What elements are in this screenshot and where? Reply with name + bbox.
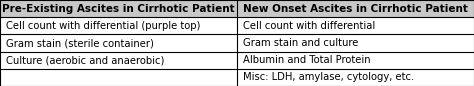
Text: New Onset Ascites in Cirrhotic Patient: New Onset Ascites in Cirrhotic Patient: [243, 4, 468, 14]
Bar: [0, 52, 237, 69]
Bar: [237, 69, 474, 86]
Bar: [0, 34, 237, 52]
Text: Cell count with differential (purple top): Cell count with differential (purple top…: [6, 21, 200, 31]
Text: Culture (aerobic and anaerobic): Culture (aerobic and anaerobic): [6, 55, 164, 65]
Text: Pre-Existing Ascites in Cirrhotic Patient: Pre-Existing Ascites in Cirrhotic Patien…: [2, 4, 235, 14]
Text: Misc: LDH, amylase, cytology, etc.: Misc: LDH, amylase, cytology, etc.: [243, 72, 414, 82]
Text: Cell count with differential: Cell count with differential: [243, 21, 375, 31]
Text: Gram stain and culture: Gram stain and culture: [243, 38, 358, 48]
Bar: [0, 69, 237, 86]
Bar: [237, 52, 474, 69]
Bar: [0, 17, 237, 34]
Text: Albumin and Total Protein: Albumin and Total Protein: [243, 55, 370, 65]
Text: Gram stain (sterile container): Gram stain (sterile container): [6, 38, 154, 48]
Bar: [237, 0, 474, 17]
Bar: [0, 0, 237, 17]
Bar: [237, 17, 474, 34]
Bar: [237, 34, 474, 52]
